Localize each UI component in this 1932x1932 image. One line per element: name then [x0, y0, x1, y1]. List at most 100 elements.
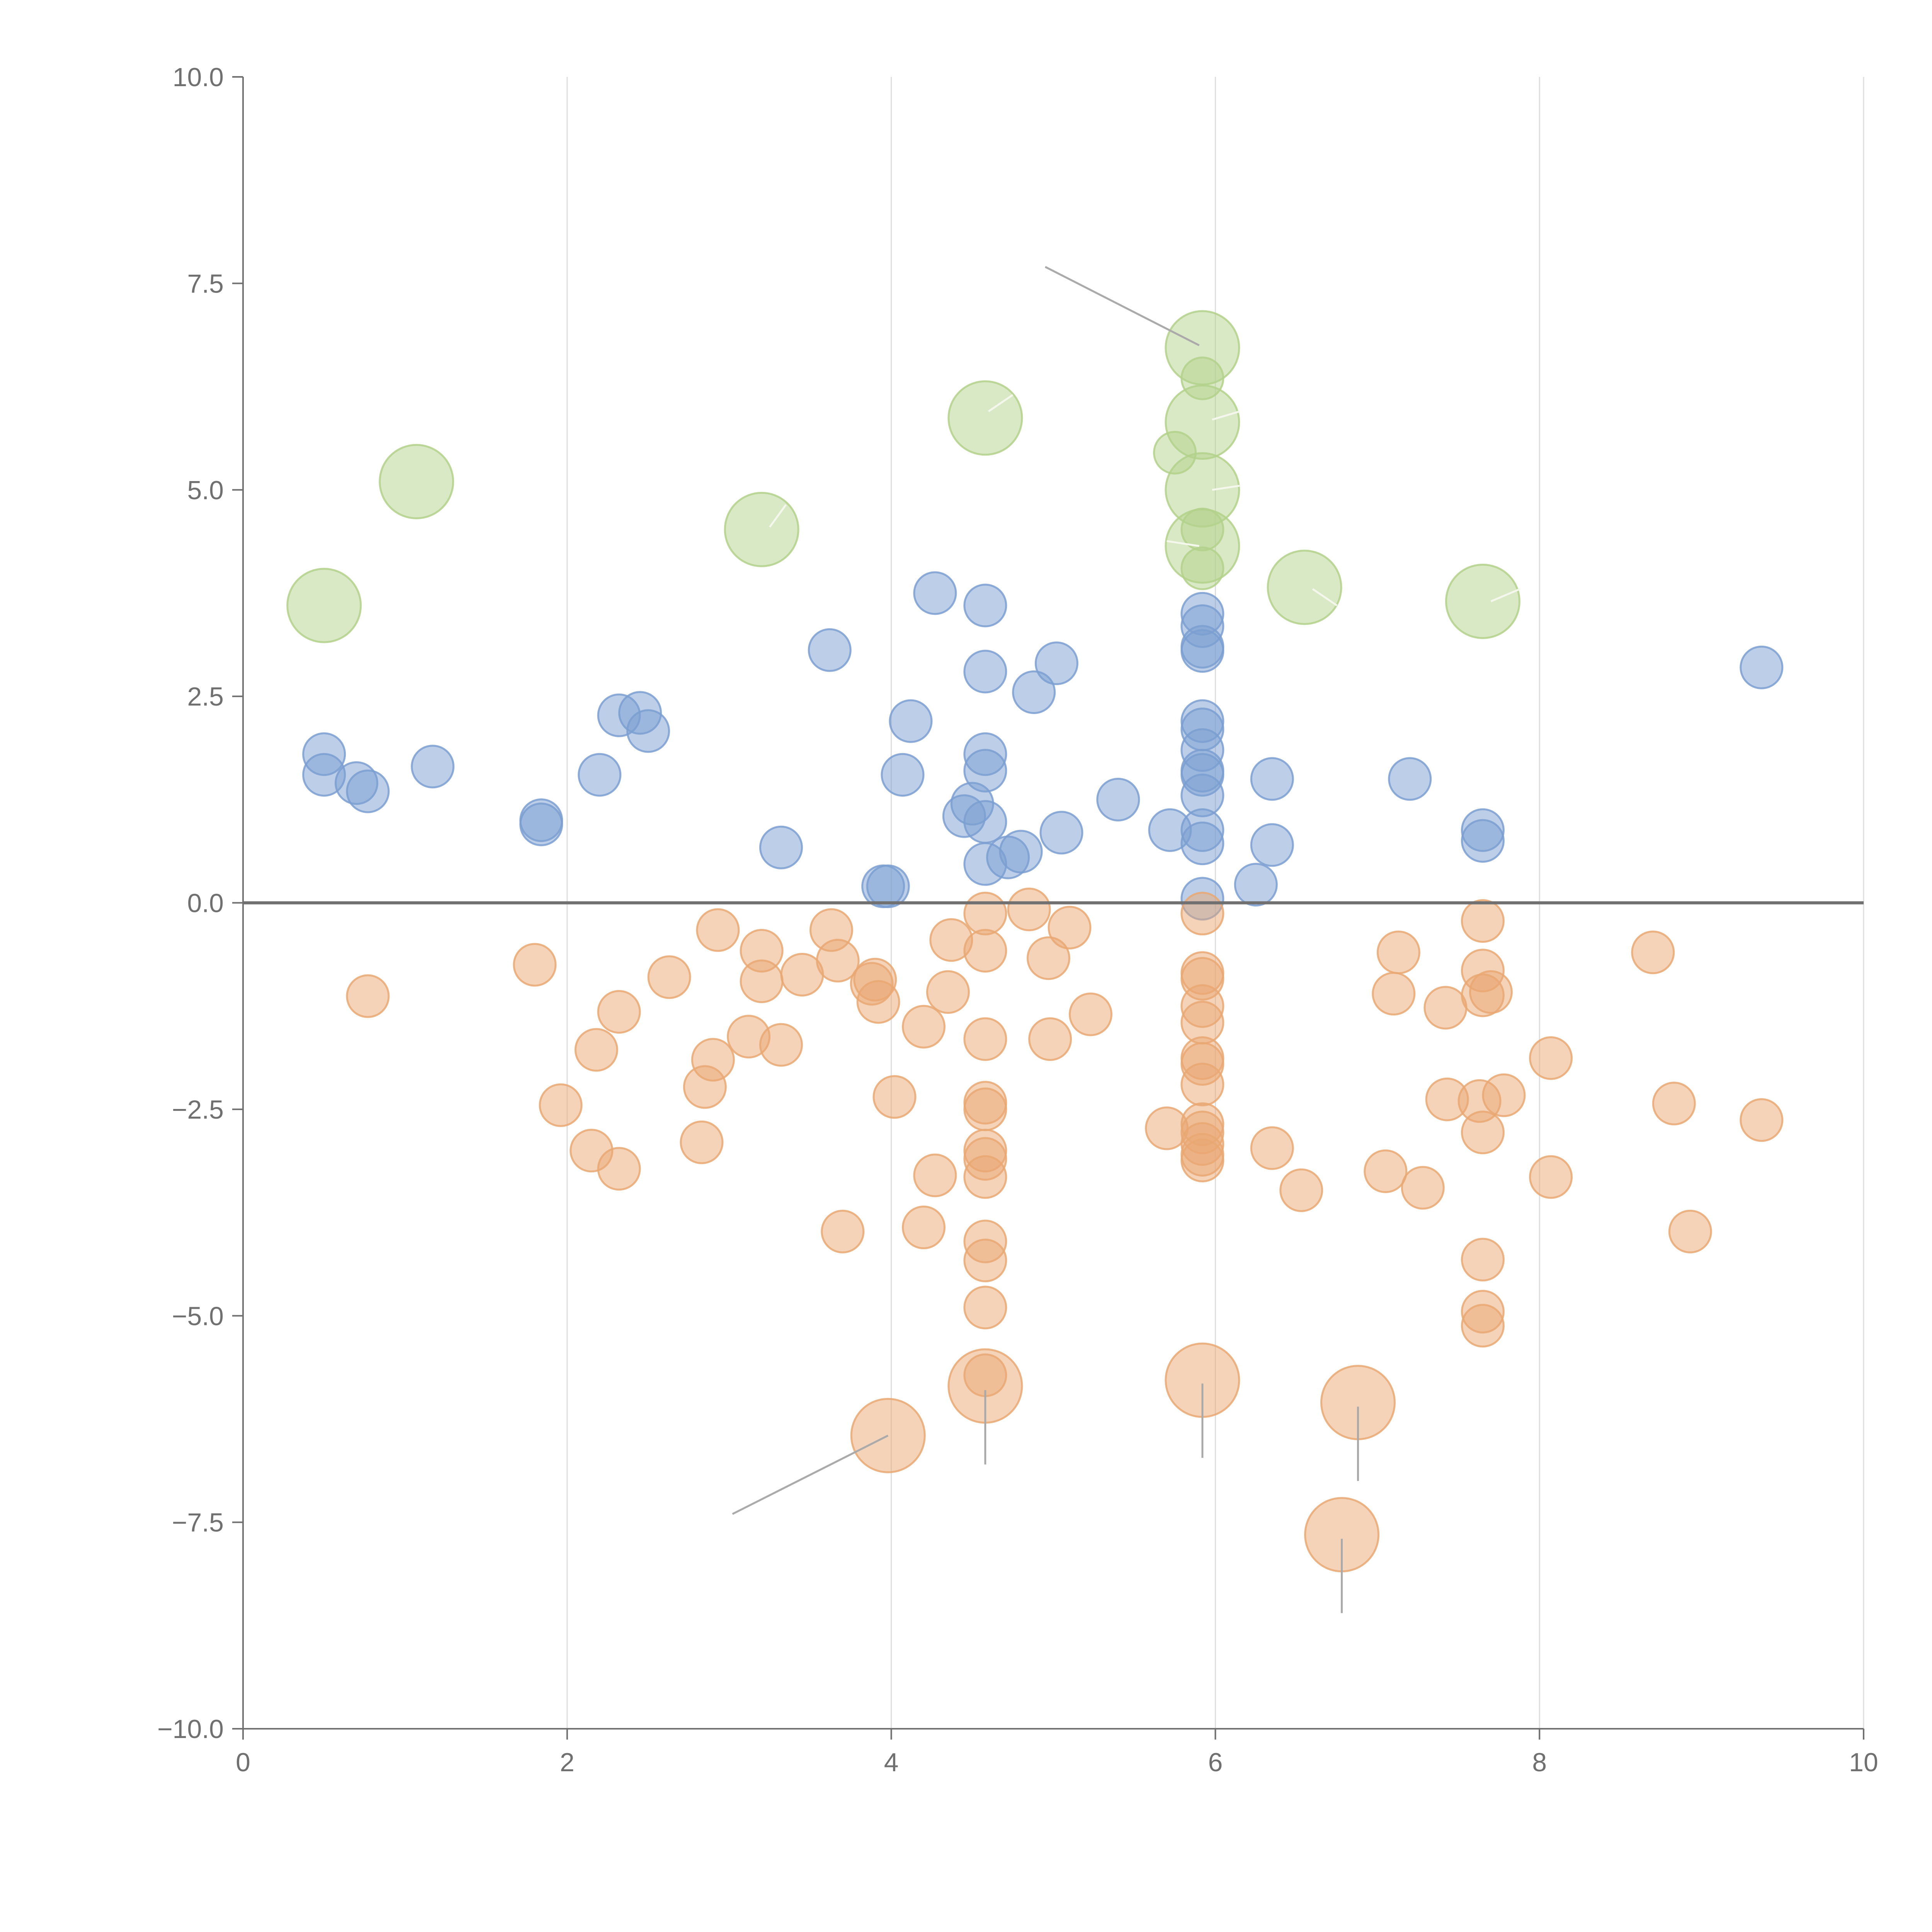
negative-point [816, 939, 860, 983]
positive-point [1012, 670, 1056, 714]
positive-point [1034, 641, 1078, 685]
axis-layer: −10.0 −7.5 −5.0 −2.5 0.0 2.5 5.0 7.5 10.0 0 2 4 6 8 10 [157, 63, 1878, 1777]
negative-point [1461, 1238, 1505, 1282]
negative-point [963, 1155, 1007, 1199]
negative-point [513, 943, 557, 987]
positive-point [1388, 757, 1432, 801]
highlight-point [724, 492, 799, 567]
positive-point [889, 699, 933, 743]
positive-point [1234, 862, 1278, 906]
negative-point [872, 1075, 917, 1119]
leader-line [732, 1434, 889, 1515]
positive-point [881, 753, 925, 797]
negative-point [1068, 992, 1112, 1036]
negative-point [740, 929, 784, 973]
positive-point [1250, 823, 1294, 867]
negative-point [913, 1153, 957, 1197]
highlight-point [1153, 431, 1197, 475]
negative-point [1048, 906, 1092, 950]
negative-point [691, 1038, 735, 1082]
highlight-point [1445, 563, 1520, 639]
negative-point [963, 1238, 1007, 1282]
negative-point [1482, 1073, 1526, 1117]
positive-point [411, 745, 455, 789]
y-tick-label: −7.5 [172, 1508, 224, 1537]
positive-point [1096, 777, 1140, 821]
positive-point [963, 650, 1007, 694]
negative-point [539, 1083, 583, 1127]
positive-point [999, 830, 1043, 874]
positive-point [866, 864, 910, 908]
highlight-point [947, 380, 1023, 456]
leader-line [1490, 588, 1520, 602]
positive-point [578, 753, 622, 797]
positive-point [1039, 811, 1083, 855]
negative-point [1376, 930, 1420, 975]
x-tick-label: 10 [1849, 1748, 1878, 1777]
negative-point [1529, 1036, 1573, 1080]
positive-point [1740, 645, 1784, 689]
negative-point [597, 990, 641, 1034]
x-tick-label: 6 [1208, 1748, 1223, 1777]
y-tick-label: 5.0 [187, 476, 224, 505]
negative-point [1007, 888, 1051, 932]
y-tick-label: 7.5 [187, 269, 224, 298]
positive-point [1250, 757, 1294, 801]
leader-line [769, 504, 787, 528]
negative-point [647, 955, 691, 999]
negative-point [963, 1017, 1007, 1061]
highlight-point [1267, 549, 1342, 625]
negative-point [963, 929, 1007, 973]
y-tick-label: −10.0 [157, 1714, 224, 1744]
negative-point [1529, 1155, 1573, 1199]
negative-point [1652, 1082, 1696, 1126]
positive-point [1180, 629, 1225, 673]
leader-line [1212, 485, 1240, 491]
negative-point [926, 970, 970, 1014]
negative-point [1740, 1098, 1784, 1142]
negative-point [1469, 970, 1513, 1014]
leader-line [1044, 266, 1200, 346]
negative-point [696, 908, 740, 952]
highlight-point [1180, 356, 1225, 400]
leader-line-layer [732, 266, 1520, 1613]
negative-point [1180, 1138, 1225, 1182]
highlight-point [379, 444, 454, 519]
negative-point [1401, 1166, 1445, 1210]
positive-point [626, 709, 670, 753]
negative-point [1026, 936, 1070, 980]
positive-point [519, 802, 563, 846]
negative-point [574, 1028, 618, 1072]
negative-point [1668, 1209, 1712, 1253]
negative-point [1028, 1017, 1072, 1061]
points-layer [286, 310, 1784, 1573]
negative-point [1279, 1168, 1323, 1212]
negative-point [821, 1209, 865, 1253]
y-tick-label: −2.5 [172, 1095, 224, 1124]
y-tick-label: 2.5 [187, 682, 224, 711]
negative-point [963, 1286, 1007, 1330]
positive-point [346, 769, 390, 813]
leader-line [1212, 410, 1240, 421]
positive-point [963, 800, 1007, 844]
y-tick-label: −5.0 [172, 1301, 224, 1331]
x-tick-label: 8 [1532, 1748, 1547, 1777]
positive-point [913, 571, 957, 615]
positive-point [1180, 821, 1225, 866]
negative-point [1250, 1126, 1294, 1170]
negative-point [680, 1120, 724, 1164]
negative-point [901, 1005, 946, 1049]
leader-line [988, 394, 1014, 412]
negative-point [346, 974, 390, 1018]
highlight-point [1180, 546, 1225, 590]
negative-point [963, 891, 1007, 935]
negative-point [759, 1023, 803, 1067]
negative-point [963, 1087, 1007, 1131]
leader-line [1312, 588, 1338, 607]
y-tick-label: 0.0 [187, 889, 224, 918]
negative-point [901, 1206, 946, 1250]
negative-point [1631, 930, 1675, 975]
x-tick-label: 0 [236, 1748, 250, 1777]
negative-point [1180, 891, 1225, 935]
